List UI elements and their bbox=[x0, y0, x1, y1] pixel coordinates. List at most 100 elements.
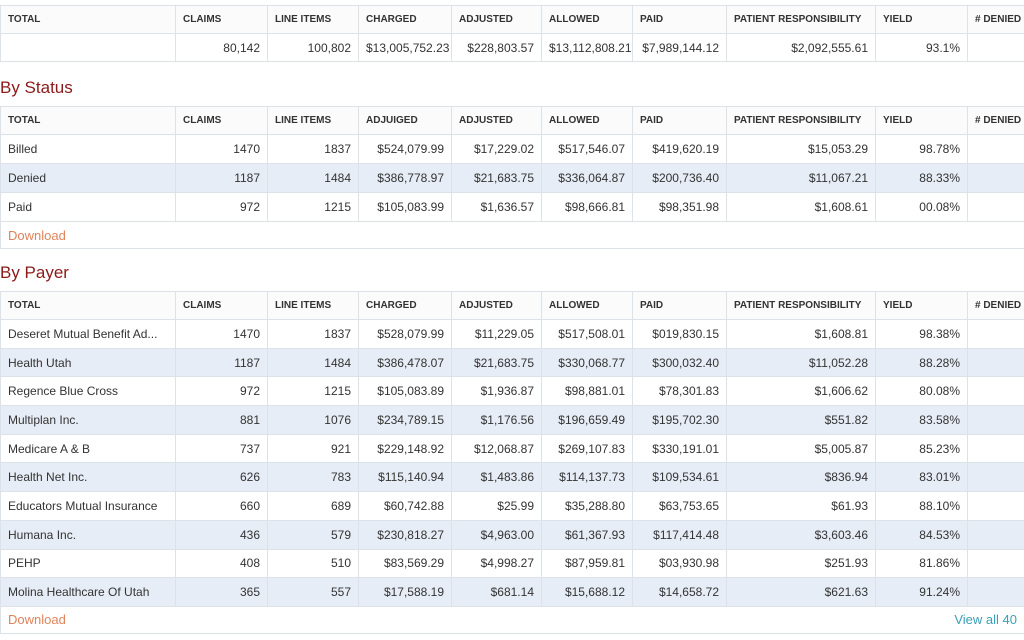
cell: 660 bbox=[175, 491, 268, 521]
cell: $2,092,555.61 bbox=[726, 33, 876, 62]
cell: $117,414.48 bbox=[632, 519, 727, 550]
download-link[interactable]: Download bbox=[8, 227, 66, 243]
download-link[interactable]: Download bbox=[8, 612, 66, 628]
cell: 579 bbox=[267, 519, 359, 550]
data-row: Billed 1470 1837 $524,079.99 $17,229.02 $517,… bbox=[0, 134, 1024, 164]
column-header: CLAIMS bbox=[175, 5, 268, 34]
cell bbox=[967, 491, 1024, 521]
cell bbox=[967, 192, 1024, 222]
cell: $621.63 bbox=[726, 577, 876, 607]
cell: 85.23% bbox=[875, 433, 968, 464]
cell: 1837 bbox=[267, 134, 359, 164]
column-header: LINE ITEMS bbox=[267, 106, 359, 135]
column-header: # DENIED bbox=[967, 106, 1024, 135]
cell: $61.93 bbox=[726, 491, 876, 521]
view-all-link[interactable]: View all 40 bbox=[954, 612, 1017, 628]
cell: 1187 bbox=[175, 347, 268, 378]
cell: 557 bbox=[267, 577, 359, 607]
cell bbox=[967, 433, 1024, 464]
cell: Molina Healthcare Of Utah bbox=[0, 577, 176, 607]
column-header: TOTAL bbox=[0, 291, 176, 320]
column-header: PAID bbox=[632, 106, 727, 135]
data-row: Multiplan Inc. 881 1076 $234,789.15 $1,176.5… bbox=[0, 405, 1024, 435]
cell: Medicare A & B bbox=[0, 433, 176, 464]
cell: $234,789.15 bbox=[358, 405, 452, 435]
cell: $196,659.49 bbox=[541, 405, 633, 435]
column-header: CLAIMS bbox=[175, 291, 268, 320]
cell: $528,079.99 bbox=[358, 319, 452, 349]
column-header: TOTAL bbox=[0, 106, 176, 135]
cell: $13,112,808.21 bbox=[541, 33, 633, 62]
cell: Paid bbox=[0, 192, 176, 222]
cell: 1215 bbox=[267, 192, 359, 222]
cell: 783 bbox=[267, 462, 359, 493]
cell: $386,778.97 bbox=[358, 163, 452, 193]
cell bbox=[967, 347, 1024, 378]
section-title: By Payer bbox=[0, 263, 69, 282]
column-header: TOTAL bbox=[0, 5, 176, 34]
cell: 365 bbox=[175, 577, 268, 607]
cell: 972 bbox=[175, 376, 268, 407]
cell: $229,148.92 bbox=[358, 433, 452, 464]
data-row: Medicare A & B 737 921 $229,148.92 $12,068.8… bbox=[0, 433, 1024, 464]
data-row: Health Net Inc. 626 783 $115,140.94 $1,483.8… bbox=[0, 462, 1024, 493]
cell: $83,569.29 bbox=[358, 548, 452, 579]
cell: $524,079.99 bbox=[358, 134, 452, 164]
column-header: ADJUIGED bbox=[358, 106, 452, 135]
cell: 1484 bbox=[267, 163, 359, 193]
cell: $03,930.98 bbox=[632, 548, 727, 579]
cell bbox=[967, 519, 1024, 550]
cell: $63,753.65 bbox=[632, 491, 727, 521]
cell: 80.08% bbox=[875, 376, 968, 407]
cell: $105,083.89 bbox=[358, 376, 452, 407]
data-row: Paid 972 1215 $105,083.99 $1,636.57 $98,666.8… bbox=[0, 192, 1024, 222]
payer-table: TOTAL CLAIMS LINE ITEMS CHARGED ADJUSTED ALLO… bbox=[0, 291, 1024, 634]
cell bbox=[967, 33, 1024, 62]
cell: $330,068.77 bbox=[541, 347, 633, 378]
cell: $195,702.30 bbox=[632, 405, 727, 435]
data-row: PEHP 408 510 $83,569.29 $4,998.27 $87,959.81 $… bbox=[0, 548, 1024, 579]
cell: $115,140.94 bbox=[358, 462, 452, 493]
cell: $21,683.75 bbox=[451, 163, 542, 193]
cell: 81.86% bbox=[875, 548, 968, 579]
column-header: CLAIMS bbox=[175, 106, 268, 135]
column-header: PAID bbox=[632, 5, 727, 34]
column-header: YIELD bbox=[875, 106, 968, 135]
cell: 83.01% bbox=[875, 462, 968, 493]
cell: $60,742.88 bbox=[358, 491, 452, 521]
cell: $1,176.56 bbox=[451, 405, 542, 435]
cell: $230,818.27 bbox=[358, 519, 452, 550]
cell: 1837 bbox=[267, 319, 359, 349]
header-row: TOTAL CLAIMS LINE ITEMS CHARGED ADJUSTED ALLO… bbox=[0, 5, 1024, 34]
cell: $1,608.81 bbox=[726, 319, 876, 349]
cell bbox=[967, 376, 1024, 407]
cell: 88.10% bbox=[875, 491, 968, 521]
cell: $4,963.00 bbox=[451, 519, 542, 550]
cell: $11,067.21 bbox=[726, 163, 876, 193]
cell: $114,137.73 bbox=[541, 462, 633, 493]
cell: 1470 bbox=[175, 319, 268, 349]
cell: $1,936.87 bbox=[451, 376, 542, 407]
cell: $25.99 bbox=[451, 491, 542, 521]
column-header: YIELD bbox=[875, 291, 968, 320]
cell: $98,881.01 bbox=[541, 376, 633, 407]
cell: $14,658.72 bbox=[632, 577, 727, 607]
header-row: TOTAL CLAIMS LINE ITEMS CHARGED ADJUSTED ALLO… bbox=[0, 291, 1024, 320]
cell bbox=[967, 462, 1024, 493]
cell: 93.1% bbox=[875, 33, 968, 62]
cell: 972 bbox=[175, 192, 268, 222]
footer-cell: Download bbox=[0, 221, 1024, 249]
cell: $4,998.27 bbox=[451, 548, 542, 579]
cell bbox=[967, 577, 1024, 607]
column-header: ALLOWED bbox=[541, 5, 633, 34]
cell: Health Utah bbox=[0, 347, 176, 378]
cell: $98,351.98 bbox=[632, 192, 727, 222]
cell: $1,483.86 bbox=[451, 462, 542, 493]
cell: 510 bbox=[267, 548, 359, 579]
cell: $15,053.29 bbox=[726, 134, 876, 164]
cell: 689 bbox=[267, 491, 359, 521]
cell: $681.14 bbox=[451, 577, 542, 607]
cell: 91.24% bbox=[875, 577, 968, 607]
cell: $336,064.87 bbox=[541, 163, 633, 193]
